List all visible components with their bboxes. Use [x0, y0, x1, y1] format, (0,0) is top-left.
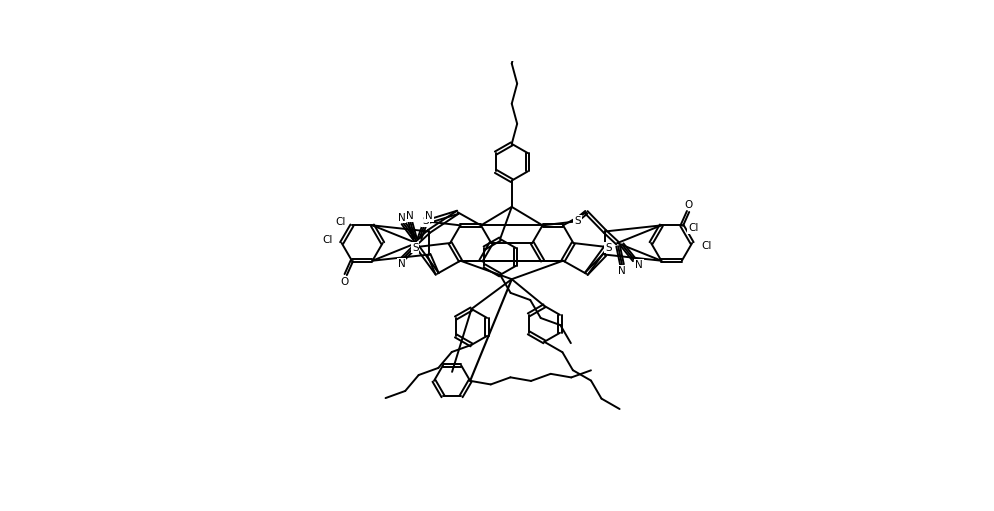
Text: N: N	[406, 211, 414, 221]
Text: N: N	[425, 211, 432, 221]
Text: S: S	[605, 243, 611, 252]
Text: S: S	[422, 216, 428, 226]
Text: N: N	[398, 213, 406, 223]
Text: N: N	[618, 266, 626, 276]
Text: Cl: Cl	[335, 217, 346, 227]
Text: N: N	[398, 259, 406, 269]
Text: Cl: Cl	[701, 241, 712, 251]
Text: Cl: Cl	[688, 223, 699, 234]
Text: S: S	[575, 216, 580, 226]
Text: N: N	[635, 260, 643, 270]
Text: O: O	[341, 276, 349, 287]
Text: S: S	[412, 243, 418, 252]
Text: Cl: Cl	[322, 235, 333, 245]
Text: O: O	[685, 200, 693, 210]
